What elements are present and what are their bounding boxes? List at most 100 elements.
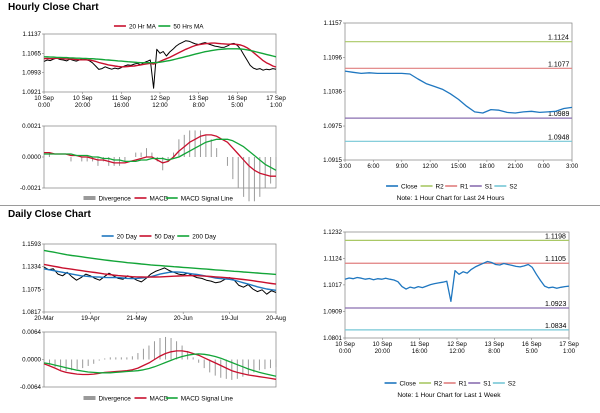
legend-label: R2 <box>434 381 443 388</box>
plot-frame <box>43 243 277 313</box>
x-tick-label: 17 Sep <box>559 341 579 348</box>
x-tick-label: 16 Sep <box>228 95 248 102</box>
legend-label: 200 Day <box>192 234 217 241</box>
x-tick-label: 13 Sep <box>189 95 209 102</box>
chart-note: Note: 1 Hour Chart for Last 1 Week <box>397 392 501 399</box>
y-tick-label: 1.0975 <box>323 123 342 130</box>
level-label-r2: 1.1124 <box>548 35 569 42</box>
y-tick-label: 0.0000 <box>22 357 41 364</box>
x-tick-label: 5:00 <box>526 348 539 355</box>
x-tick-label: 20-Mar <box>34 315 54 322</box>
x-tick-label: 19-Jul <box>221 315 238 322</box>
series-macd-signal-line <box>43 353 277 377</box>
y-tick-label: 1.1065 <box>22 50 41 57</box>
x-tick-label: 10 Sep <box>73 95 93 102</box>
y-tick-label: -0.0021 <box>20 185 42 192</box>
series-close <box>344 70 573 114</box>
y-tick-label: -0.0064 <box>20 384 42 391</box>
x-tick-label: 21:00 <box>508 163 524 170</box>
series-20-hr-ma <box>43 42 277 68</box>
x-tick-label: 3:00 <box>566 163 579 170</box>
y-tick-label: 1.0921 <box>22 89 41 96</box>
x-tick-label: 10 Sep <box>335 341 355 348</box>
y-tick-label: 1.1124 <box>324 256 343 263</box>
daily-macd-chart: 0.0064 0.0000 -0.0064 Divergence MACD MACD Si… <box>20 329 277 403</box>
legend-label: S2 <box>509 184 517 191</box>
y-tick-label: 1.1137 <box>23 31 42 38</box>
legend-label: MACD <box>150 396 169 403</box>
x-tick-label: 1:00 <box>563 348 576 355</box>
series-50-hrs-ma <box>44 48 277 64</box>
level-label-s2: 1.0834 <box>545 323 567 330</box>
legend-label: 50 Hrs MA <box>173 24 204 31</box>
x-tick-label: 12 Sep <box>447 341 467 348</box>
legend-label: MACD <box>150 196 169 203</box>
legend-label: Close <box>400 381 417 388</box>
plot-frame <box>344 22 573 161</box>
x-tick-label: 11 Sep <box>112 95 132 102</box>
y-tick-label: 1.1017 <box>323 282 342 289</box>
legend-label: Divergence <box>99 196 132 203</box>
legend-label: Divergence <box>99 396 132 403</box>
legend-label: S2 <box>508 381 516 388</box>
y-tick-label: 1.1096 <box>323 55 342 62</box>
x-tick-label: 20-Jun <box>174 315 193 322</box>
section-divider <box>0 205 600 206</box>
hourly-section-title: Hourly Close Chart <box>8 2 99 13</box>
y-tick-label: 1.0801 <box>323 335 342 342</box>
y-tick-label: 1.1157 <box>324 20 343 27</box>
daily-section-title: Daily Close Chart <box>8 209 91 220</box>
y-tick-label: 1.0915 <box>323 157 342 164</box>
y-tick-label: 1.0993 <box>22 70 41 77</box>
x-tick-label: 11 Sep <box>410 341 430 348</box>
y-tick-label: 1.1036 <box>323 89 342 96</box>
x-tick-label: 13 Sep <box>485 341 505 348</box>
legend-label: Close <box>401 184 418 191</box>
legend-label: 50 Day <box>154 234 175 241</box>
series-200-day <box>43 249 277 276</box>
legend-swatch <box>83 396 96 400</box>
x-tick-label: 12 Sep <box>150 95 170 102</box>
y-tick-label: 1.1075 <box>22 286 41 293</box>
legend-label: 20 Day <box>117 234 138 241</box>
series-50-day <box>43 263 277 285</box>
series-close <box>344 260 570 303</box>
x-tick-label: 10 Sep <box>34 95 54 102</box>
plot-frame <box>43 33 277 93</box>
x-tick-label: 6:00 <box>367 163 380 170</box>
series-macd-signal-line <box>44 138 277 171</box>
hourly-macd-chart: 0.0021 0.0000 -0.0021 Divergence MACD MACD Si… <box>20 123 277 203</box>
series-macd <box>44 134 276 177</box>
level-label-s1: 1.0989 <box>548 111 570 118</box>
legend-label: R2 <box>436 184 445 191</box>
y-tick-label: 1.1593 <box>22 241 41 248</box>
x-tick-label: 5:00 <box>231 102 244 109</box>
y-tick-label: 1.0817 <box>22 309 41 316</box>
x-tick-label: 12:00 <box>449 348 465 355</box>
x-tick-label: 10 Sep <box>373 341 393 348</box>
x-tick-label: 12:00 <box>152 102 168 109</box>
x-tick-label: 20:00 <box>75 102 91 109</box>
x-tick-label: 8:00 <box>193 102 206 109</box>
x-tick-label: 0:00 <box>538 163 551 170</box>
x-tick-label: 0:00 <box>38 102 51 109</box>
x-tick-label: 12:00 <box>422 163 438 170</box>
level-label-r2: 1.1198 <box>545 233 566 240</box>
x-tick-label: 8:00 <box>488 348 501 355</box>
plot-frame <box>344 231 570 339</box>
y-tick-label: 1.1334 <box>22 264 41 271</box>
legend-label: R1 <box>459 381 468 388</box>
series-20-day <box>43 268 277 291</box>
level-label-r1: 1.1105 <box>545 256 566 263</box>
x-tick-label: 16:00 <box>114 102 130 109</box>
legend-label: MACD Signal Line <box>181 196 234 203</box>
legend-label: S1 <box>483 381 491 388</box>
legend-label: 20 Hr MA <box>129 24 157 31</box>
x-tick-label: 20:00 <box>375 348 391 355</box>
y-tick-label: 0.0064 <box>22 329 41 336</box>
x-tick-label: 0:00 <box>339 348 352 355</box>
chart-note: Note: 1 Hour Chart for Last 24 Hours <box>397 195 505 202</box>
